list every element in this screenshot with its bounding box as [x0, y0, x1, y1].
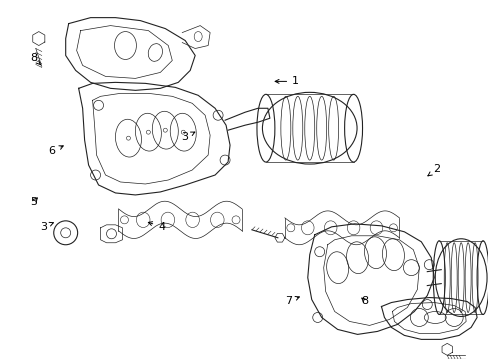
Text: 3: 3: [181, 132, 194, 142]
Text: 4: 4: [148, 222, 165, 231]
Text: 2: 2: [427, 164, 440, 176]
Text: 1: 1: [275, 76, 299, 86]
Text: 8: 8: [30, 53, 41, 65]
Text: 3: 3: [40, 222, 53, 231]
Text: 8: 8: [361, 296, 368, 306]
Text: 7: 7: [284, 296, 299, 306]
Text: 6: 6: [48, 146, 63, 156]
Text: 5: 5: [31, 197, 38, 207]
